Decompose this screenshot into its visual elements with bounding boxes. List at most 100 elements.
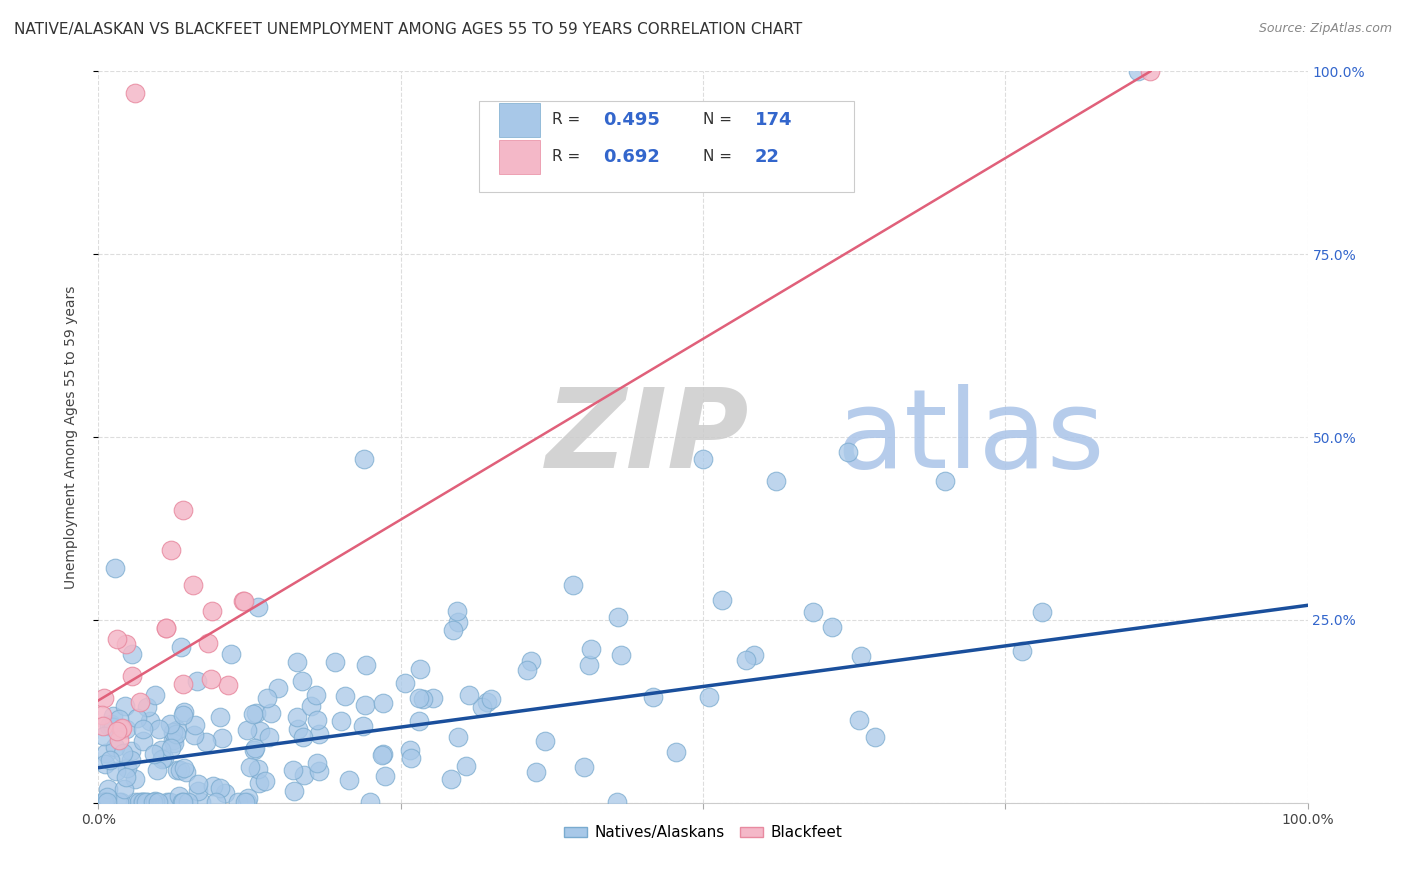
Natives/Alaskans — [607, 609, 630, 624]
Natives/Alaskans — [456, 759, 478, 773]
Natives/Alaskans — [135, 700, 157, 714]
Natives/Alaskans — [143, 747, 166, 761]
Natives/Alaskans — [159, 717, 181, 731]
Natives/Alaskans — [142, 795, 165, 809]
Blackfeet — [232, 594, 254, 608]
Blackfeet — [181, 577, 204, 591]
Blackfeet — [155, 621, 177, 635]
Natives/Alaskans — [211, 731, 233, 746]
Blackfeet — [111, 722, 134, 736]
Natives/Alaskans — [139, 714, 162, 728]
Text: atlas: atlas — [837, 384, 1105, 491]
Natives/Alaskans — [132, 734, 155, 748]
Natives/Alaskans — [131, 795, 153, 809]
Natives/Alaskans — [308, 727, 330, 741]
FancyBboxPatch shape — [499, 103, 540, 137]
Natives/Alaskans — [734, 653, 756, 667]
Text: 0.495: 0.495 — [603, 111, 659, 128]
Natives/Alaskans — [371, 696, 394, 710]
Natives/Alaskans — [697, 690, 720, 705]
Natives/Alaskans — [394, 676, 416, 690]
Natives/Alaskans — [148, 723, 170, 737]
Natives/Alaskans — [412, 692, 434, 706]
Natives/Alaskans — [305, 713, 328, 727]
Natives/Alaskans — [190, 795, 212, 809]
Natives/Alaskans — [93, 795, 115, 809]
Natives/Alaskans — [186, 673, 208, 688]
Natives/Alaskans — [249, 775, 271, 789]
Natives/Alaskans — [643, 690, 665, 704]
Natives/Alaskans — [371, 747, 394, 762]
Natives/Alaskans — [516, 664, 538, 678]
Natives/Alaskans — [100, 717, 122, 731]
Natives/Alaskans — [446, 604, 468, 618]
Blackfeet — [201, 604, 224, 618]
Natives/Alaskans — [93, 729, 115, 743]
Natives/Alaskans — [848, 714, 870, 728]
Natives/Alaskans — [219, 648, 242, 662]
Natives/Alaskans — [477, 695, 499, 709]
Natives/Alaskans — [165, 726, 187, 740]
Natives/Alaskans — [422, 691, 444, 706]
Natives/Alaskans — [245, 706, 267, 720]
Natives/Alaskans — [152, 751, 174, 765]
Natives/Alaskans — [356, 657, 378, 672]
Natives/Alaskans — [159, 795, 181, 809]
Natives/Alaskans — [96, 790, 118, 805]
Natives/Alaskans — [292, 768, 315, 782]
Natives/Alaskans — [93, 795, 115, 809]
Natives/Alaskans — [110, 795, 132, 809]
Text: ZIP: ZIP — [546, 384, 749, 491]
Blackfeet — [91, 707, 114, 722]
Natives/Alaskans — [398, 743, 420, 757]
Natives/Alaskans — [214, 785, 236, 799]
Natives/Alaskans — [202, 779, 225, 793]
Natives/Alaskans — [98, 753, 121, 767]
Natives/Alaskans — [247, 599, 270, 614]
Natives/Alaskans — [246, 762, 269, 776]
Blackfeet — [110, 722, 132, 736]
Natives/Alaskans — [610, 648, 633, 663]
Natives/Alaskans — [606, 795, 628, 809]
Text: R =: R = — [551, 149, 585, 164]
Natives/Alaskans — [135, 795, 157, 809]
Natives/Alaskans — [146, 795, 169, 809]
Natives/Alaskans — [132, 795, 155, 809]
Natives/Alaskans — [208, 780, 231, 795]
Natives/Alaskans — [249, 723, 271, 738]
Natives/Alaskans — [173, 761, 195, 775]
Natives/Alaskans — [177, 795, 200, 809]
Natives/Alaskans — [162, 724, 184, 739]
Blackfeet — [124, 87, 146, 101]
Blackfeet — [1139, 64, 1161, 78]
Natives/Alaskans — [156, 795, 179, 809]
Natives/Alaskans — [458, 688, 481, 702]
Natives/Alaskans — [333, 690, 356, 704]
Natives/Alaskans — [162, 735, 184, 749]
Natives/Alaskans — [291, 673, 314, 688]
Natives/Alaskans — [166, 723, 188, 738]
Natives/Alaskans — [934, 474, 956, 488]
Natives/Alaskans — [257, 730, 280, 744]
Natives/Alaskans — [208, 709, 231, 723]
Natives/Alaskans — [135, 795, 157, 809]
Natives/Alaskans — [160, 740, 183, 755]
Text: N =: N = — [703, 149, 737, 164]
Natives/Alaskans — [183, 728, 205, 742]
Natives/Alaskans — [115, 761, 138, 775]
Natives/Alaskans — [243, 740, 266, 755]
Blackfeet — [172, 503, 194, 517]
Natives/Alaskans — [143, 794, 166, 808]
Natives/Alaskans — [441, 623, 464, 637]
Natives/Alaskans — [101, 720, 124, 734]
Natives/Alaskans — [534, 734, 557, 748]
Natives/Alaskans — [93, 795, 115, 809]
Natives/Alaskans — [765, 474, 787, 488]
Natives/Alaskans — [236, 790, 259, 805]
Natives/Alaskans — [149, 743, 172, 757]
Natives/Alaskans — [114, 698, 136, 713]
Blackfeet — [217, 678, 239, 692]
Natives/Alaskans — [692, 452, 714, 467]
Natives/Alaskans — [174, 765, 197, 780]
Natives/Alaskans — [1011, 644, 1033, 658]
